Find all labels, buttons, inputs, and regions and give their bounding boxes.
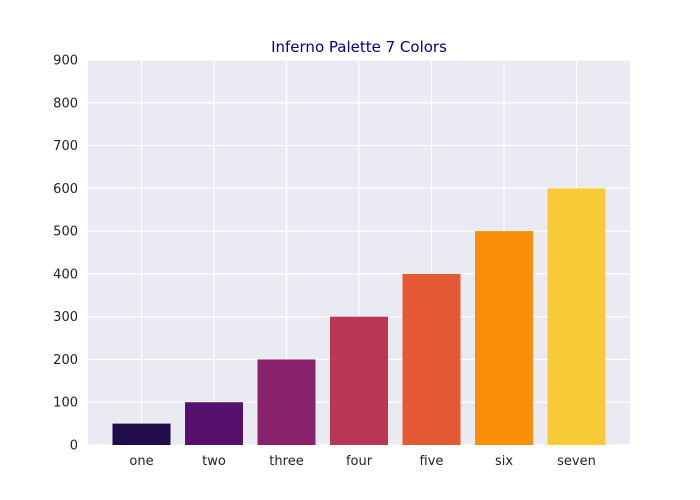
bar-four: [330, 316, 388, 445]
x-tick-label-five: five: [420, 454, 444, 469]
y-tick-label: 200: [53, 353, 78, 368]
x-tick-label-one: one: [129, 454, 153, 469]
x-tick-label-seven: seven: [557, 454, 596, 469]
y-tick-label: 700: [53, 139, 78, 154]
y-tick-label: 500: [53, 225, 78, 240]
y-tick-label: 600: [53, 182, 78, 197]
x-axis-ticks: one two three four five six seven: [129, 454, 595, 469]
y-axis-ticks: 0 100 200 300 400 500 600 700 800 900: [53, 54, 78, 454]
bar-five: [402, 273, 461, 445]
x-tick-label-three: three: [269, 454, 303, 469]
y-tick-label: 400: [53, 267, 78, 282]
x-tick-label-two: two: [202, 454, 226, 469]
x-tick-label-six: six: [495, 454, 513, 469]
bar-six: [475, 231, 533, 445]
bar-seven: [547, 188, 606, 446]
y-tick-label: 100: [53, 396, 78, 411]
chart-title: Inferno Palette 7 Colors: [271, 38, 447, 56]
bar-two: [185, 402, 243, 445]
y-tick-label: 900: [53, 54, 78, 69]
y-tick-label: 800: [53, 96, 78, 111]
y-tick-label: 0: [70, 439, 78, 454]
y-tick-label: 300: [53, 310, 78, 325]
bar-three: [257, 359, 316, 445]
bars: [112, 188, 606, 446]
x-tick-label-four: four: [346, 454, 373, 469]
bar-one: [112, 423, 171, 445]
